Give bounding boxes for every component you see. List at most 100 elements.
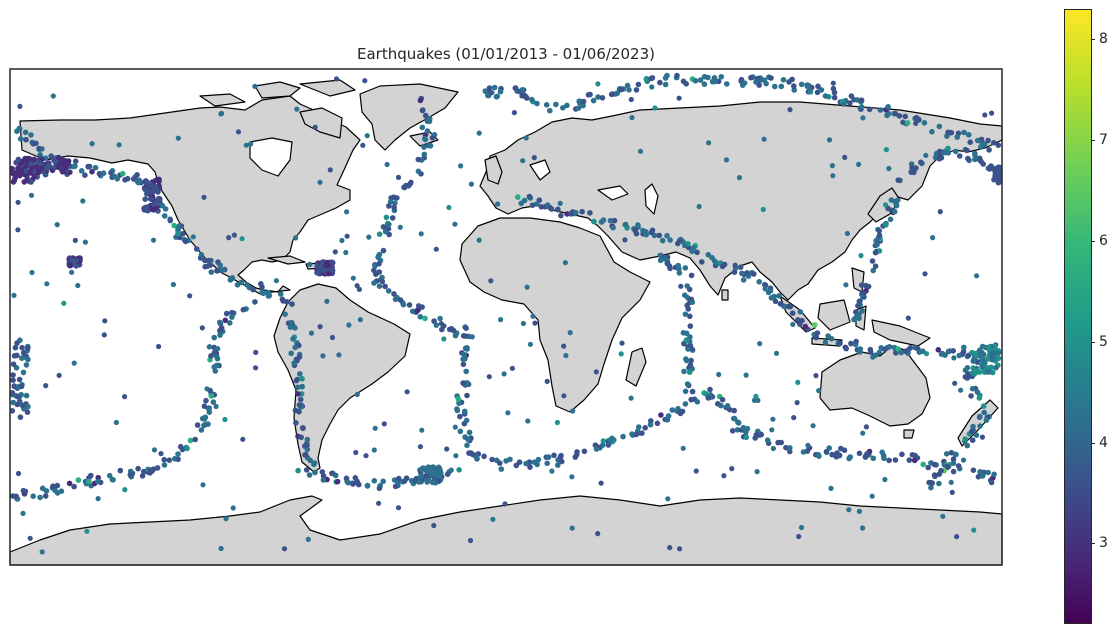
earthquake-point [202,421,209,428]
earthquake-point [43,383,49,389]
earthquake-point [373,271,379,278]
earthquake-point [343,475,350,482]
earthquake-point [856,450,863,457]
earthquake-point [974,137,981,144]
earthquake-point [751,271,757,277]
earthquake-point [392,200,398,206]
earthquake-point [943,451,950,457]
colorbar-tick-mark [1091,240,1095,242]
earthquake-point [14,393,21,400]
earthquake-point [452,221,458,227]
earthquake-point [28,132,34,138]
earthquake-point [796,533,802,540]
earthquake-point [705,395,711,401]
earthquake-point [971,527,977,533]
earthquake-point [772,83,778,90]
earthquake-point [61,300,67,306]
earthquake-point [721,473,727,479]
earthquake-point [116,142,122,148]
earthquake-point [18,160,24,167]
earthquake-point [923,152,929,158]
earthquake-point [987,166,993,172]
earthquake-point [414,307,421,314]
earthquake-point [210,399,217,405]
earthquake-point [392,483,399,490]
earthquake-point [386,231,393,238]
earthquake-point [530,313,536,319]
earthquake-point [524,284,530,290]
earthquake-point [345,479,351,486]
arctic-island [199,93,246,107]
earthquake-point [635,222,641,228]
earthquake-point [847,100,853,106]
earthquake-point [455,396,462,402]
earthquake-point [317,324,323,330]
earthquake-point [948,479,954,485]
earthquake-point [362,78,368,84]
earthquake-point [561,393,567,399]
earthquake-point [143,204,150,211]
earthquake-point [51,157,57,163]
earthquake-point [144,191,150,197]
antarctica [9,495,1003,566]
earthquake-point [180,230,186,237]
earthquake-point [610,224,616,231]
earthquake-point [813,373,819,379]
earthquake-point [838,445,844,452]
earthquake-point [460,380,466,386]
earthquake-point [293,420,299,426]
earthquake-point [791,83,797,89]
earthquake-point [860,289,866,296]
earthquake-point [980,141,986,148]
earthquake-point [95,496,101,502]
earthquake-point [198,427,205,433]
earthquake-point [608,91,615,98]
earthquake-point [520,320,527,327]
earthquake-point [977,413,983,420]
earthquake-point [682,401,689,407]
earthquake-point [19,344,25,351]
earthquake-point [473,454,480,461]
earthquake-point [629,115,635,121]
earthquake-point [308,330,315,336]
earthquake-point [69,269,75,275]
africa [459,217,651,413]
earthquake-point [297,371,303,377]
earthquake-point [95,478,101,485]
earthquake-point [28,192,35,198]
earthquake-point [736,175,743,181]
earthquake-point [964,442,971,449]
earthquake-point [682,243,688,249]
earthquake-point [754,469,760,475]
earthquake-point [795,317,801,323]
earthquake-point [89,141,95,147]
earthquake-point [707,386,713,393]
earthquake-point [462,356,468,362]
earthquake-point [828,336,835,342]
earthquake-point [929,128,935,135]
earthquake-point [614,90,621,96]
earthquake-point [324,259,330,266]
earthquake-point [635,81,642,88]
earthquake-point [139,473,146,479]
earthquake-point [643,76,650,82]
earthquake-point [936,123,943,130]
earthquake-point [30,493,36,500]
earthquake-point [822,339,829,346]
earthquake-point [816,388,822,394]
earthquake-point [769,427,775,433]
earthquake-point [20,510,26,516]
earthquake-point [240,436,246,442]
earthquake-point [969,428,975,435]
earthquake-point [626,87,632,93]
caspian-sea [644,183,659,215]
earthquake-point [810,423,816,429]
earthquake-point [723,157,730,163]
earthquake-point [458,163,464,169]
earthquake-point [787,445,793,451]
earthquake-point [797,309,804,315]
earthquake-point [622,237,628,243]
earthquake-point [147,181,154,187]
earthquake-point [866,106,873,113]
